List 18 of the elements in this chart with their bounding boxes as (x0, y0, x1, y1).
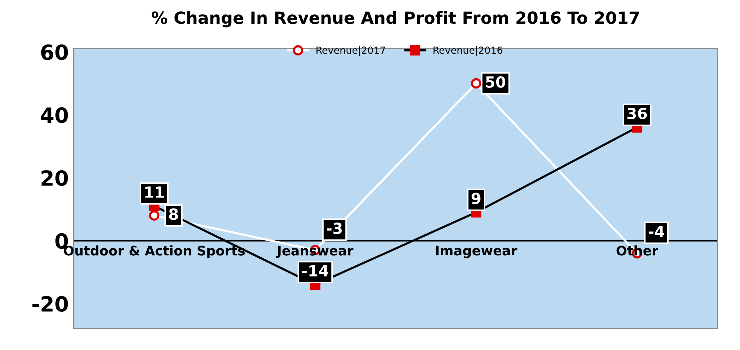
point (149, 210, 160, 221)
point (471, 78, 482, 89)
data-label: 50 (486, 76, 506, 88)
data-label: 11 (146, 186, 164, 198)
y-tick-label: -20 (32, 296, 68, 312)
data-label: -4 (648, 226, 664, 238)
y-tick-label: 40 (41, 108, 68, 124)
legend-label: Revenue|2016 (434, 46, 503, 56)
data-label: 8 (169, 208, 178, 220)
chart-title: % Change In Revenue And Profit From 2016 To 2017 (152, 11, 640, 28)
data-label: 9 (472, 192, 481, 204)
x-tick-label: Imagewear (436, 246, 518, 258)
y-tick-label: 20 (42, 170, 68, 186)
y-tick-label: 60 (41, 44, 68, 60)
data-label: 36 (628, 108, 648, 120)
legend-label: Revenue|2017 (316, 46, 386, 56)
data-label: -14 (302, 265, 329, 277)
data-label: -3 (327, 222, 342, 234)
